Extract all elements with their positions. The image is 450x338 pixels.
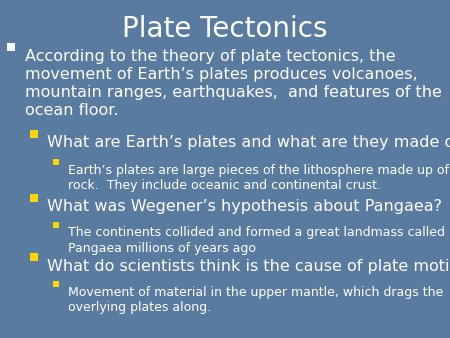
Text: Movement of material in the upper mantle, which drags the
overlying plates along: Movement of material in the upper mantle… xyxy=(68,286,443,314)
Text: Earth’s plates are large pieces of the lithosphere made up of solid
rock.  They : Earth’s plates are large pieces of the l… xyxy=(68,164,450,192)
Text: What was Wegener’s hypothesis about Pangaea?: What was Wegener’s hypothesis about Pang… xyxy=(47,199,442,214)
Text: According to the theory of plate tectonics, the
movement of Earth’s plates produ: According to the theory of plate tectoni… xyxy=(25,49,441,118)
Text: The continents collided and formed a great landmass called
Pangaea millions of y: The continents collided and formed a gre… xyxy=(68,226,445,255)
Text: What do scientists think is the cause of plate motion?: What do scientists think is the cause of… xyxy=(47,259,450,273)
Text: Plate Tectonics: Plate Tectonics xyxy=(122,15,328,43)
Text: What are Earth’s plates and what are they made of?: What are Earth’s plates and what are the… xyxy=(47,135,450,150)
